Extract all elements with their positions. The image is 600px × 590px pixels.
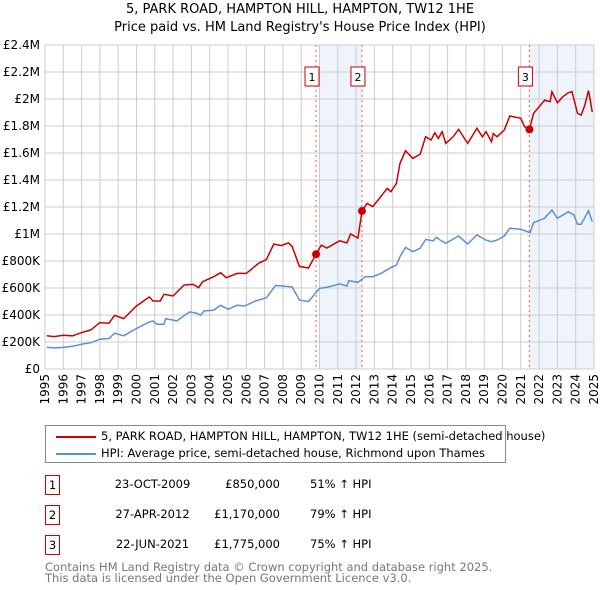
- transaction-number: 2: [45, 505, 60, 525]
- transaction-number: 3: [45, 535, 60, 555]
- y-tick-label: £2.4M: [3, 38, 40, 52]
- legend-item-hpi: HPI: Average price, semi-detached house,…: [46, 446, 505, 462]
- x-tick-label: 2021: [514, 374, 528, 405]
- x-tick-label: 2016: [422, 374, 436, 405]
- transaction-row: 1 23-OCT-2009 £850,000 51% ↑ HPI: [45, 475, 445, 495]
- sale-point: [525, 125, 534, 134]
- x-tick-label: 2025: [587, 374, 600, 405]
- x-tick-label: 2010: [313, 374, 327, 405]
- transaction-row: 2 27-APR-2012 £1,170,000 79% ↑ HPI: [45, 505, 445, 525]
- legend-swatch-red: [56, 436, 96, 438]
- x-tick-label: 2022: [532, 374, 546, 405]
- y-tick-label: £1.2M: [3, 200, 40, 214]
- x-tick-label: 2013: [367, 374, 381, 405]
- legend-label: HPI: Average price, semi-detached house,…: [101, 446, 485, 460]
- x-tick-label: 1997: [75, 374, 89, 405]
- chart-subtitle: Price paid vs. HM Land Registry's House …: [114, 20, 486, 35]
- x-tick-label: 1996: [56, 374, 70, 405]
- x-tick-label: 2017: [441, 374, 455, 405]
- sale-label: 3: [522, 71, 529, 84]
- y-tick-label: £200K: [2, 335, 42, 349]
- plot-border: [44, 44, 595, 370]
- transaction-hpi: 51% ↑ HPI: [310, 477, 372, 491]
- y-tick-label: £2M: [14, 92, 40, 106]
- sale-label: 1: [309, 71, 316, 84]
- x-tick-label: 2002: [166, 374, 180, 405]
- x-tick-label: 2003: [184, 374, 198, 405]
- y-tick-label: £2.2M: [3, 65, 40, 79]
- transaction-number: 1: [45, 475, 60, 495]
- sale-label: 2: [354, 71, 361, 84]
- transaction-hpi: 79% ↑ HPI: [310, 507, 372, 521]
- y-tick-label: £0: [25, 362, 40, 376]
- sale-label-box: [350, 66, 366, 87]
- transaction-price: £850,000: [225, 477, 280, 491]
- price-chart: 1995 1996 1997 1998 1999 2000 2001 2002 2003 2004…: [2, 38, 600, 405]
- transaction-price: £1,170,000: [214, 507, 280, 521]
- x-tick-label: 2007: [258, 374, 272, 405]
- legend: 5, PARK ROAD, HAMPTON HILL, HAMPTON, TW1…: [45, 425, 545, 463]
- transaction-price: £1,775,000: [214, 537, 280, 551]
- x-tick-label: 2008: [276, 374, 290, 405]
- sale-point: [312, 250, 321, 259]
- x-tick-label: 2014: [386, 374, 400, 405]
- x-tick-label: 2012: [349, 374, 363, 405]
- y-tick-label: £1.4M: [3, 173, 40, 187]
- y-tick-label: £1M: [14, 227, 40, 241]
- legend-swatch-blue: [56, 453, 96, 455]
- x-tick-label: 1999: [111, 374, 125, 405]
- y-tick-label: £1.6M: [3, 146, 40, 160]
- x-tick-label: 2001: [148, 374, 162, 405]
- transaction-date: 22-JUN-2021: [115, 537, 190, 551]
- footer-licence: This data is licensed under the Open Gov…: [45, 571, 412, 585]
- x-tick-label: 1998: [93, 374, 107, 405]
- x-tick-label: 2006: [239, 374, 253, 405]
- transaction-date: 27-APR-2012: [115, 507, 190, 521]
- transaction-row: 3 22-JUN-2021 £1,775,000 75% ↑ HPI: [45, 535, 445, 555]
- chart-title: 5, PARK ROAD, HAMPTON HILL, HAMPTON, TW1…: [125, 2, 475, 17]
- x-tick-label: 2000: [130, 374, 144, 405]
- x-tick-label: 2004: [203, 374, 217, 405]
- legend-label: 5, PARK ROAD, HAMPTON HILL, HAMPTON, TW1…: [101, 429, 546, 443]
- legend-item-property: 5, PARK ROAD, HAMPTON HILL, HAMPTON, TW1…: [46, 429, 545, 445]
- sale-label-box: [517, 66, 533, 87]
- sale-point: [357, 207, 366, 216]
- x-tick-label: 2024: [569, 374, 583, 405]
- transaction-hpi: 75% ↑ HPI: [310, 537, 372, 551]
- sale-label-box: [304, 66, 320, 87]
- x-tick-label: 2005: [221, 374, 235, 405]
- y-tick-label: £800K: [2, 254, 42, 268]
- transaction-date: 23-OCT-2009: [114, 477, 191, 491]
- x-tick-label: 2011: [331, 374, 345, 405]
- x-tick-label: 2015: [404, 374, 418, 405]
- y-tick-label: £1.8M: [3, 119, 40, 133]
- x-tick-label: 2009: [294, 374, 308, 405]
- hpi-line: [46, 208, 593, 349]
- x-tick-label: 2023: [550, 374, 564, 405]
- x-tick-label: 1995: [38, 374, 52, 405]
- y-tick-label: £600K: [2, 281, 42, 295]
- y-tick-label: £400K: [2, 308, 42, 322]
- footer-copyright: Contains HM Land Registry data © Crown c…: [45, 560, 493, 574]
- x-tick-label: 2020: [496, 374, 510, 405]
- x-tick-label: 2018: [459, 374, 473, 405]
- x-tick-label: 2019: [477, 374, 491, 405]
